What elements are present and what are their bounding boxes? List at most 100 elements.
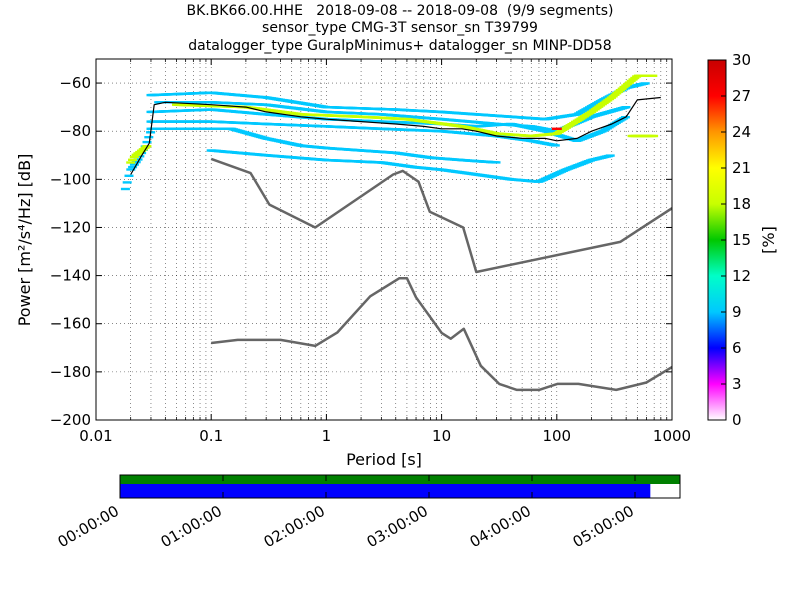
curve-nhnm [210,157,672,274]
heat-cell [142,140,152,144]
colorbar-tick-label: 0 [732,411,742,429]
colorbar-tick-label: 3 [732,375,742,393]
heat-cell [576,117,586,120]
title-line-1: BK.BK66.00.HHE 2018-09-08 -- 2018-09-08 … [186,3,614,19]
heat-cell [491,161,501,164]
heat-cell [628,78,638,81]
heat-cell [623,82,633,86]
data-bar [120,484,651,498]
heat-cell [122,181,132,184]
heat-cell [126,161,136,164]
colorbar-tick-label: 24 [732,123,751,141]
x-tick-label: 1 [322,427,332,445]
title-line-3: datalogger_type GuralpMinimus+ datalogge… [188,38,612,54]
colorbar: 0 3 6 9 12 15 18 21 24 27 30 [707,51,751,429]
heat-cell [608,95,618,98]
colorbar-tick-label: 15 [732,231,751,249]
heat-cell [640,82,650,85]
y-tick-label: −160 [50,315,91,333]
y-tick-label: −200 [50,411,91,429]
heat-cell [562,126,571,129]
title-line-2: sensor_type CMG-3T sensor_sn T39799 [262,20,538,36]
segments-bar [120,475,680,484]
heat-cell [605,154,615,157]
heat-cell [648,74,658,77]
heat-cell [569,121,579,125]
colorbar-tick-label: 27 [732,87,751,105]
x-tick-label: 10 [432,427,451,445]
heat-cell [601,100,611,103]
heat-cell [610,93,620,96]
heat-cell [128,158,137,161]
heat-cell [550,144,560,147]
colorbar-label: [%] [759,226,778,254]
time-tick-label: 00:00:00 [55,502,122,551]
heat-cell [590,108,600,111]
y-tick-label: −180 [50,363,91,381]
x-tick-label: 0.01 [79,427,112,445]
heat-cell [587,110,597,113]
curves [130,96,672,392]
heat-cell [621,84,631,87]
colorbar-tick-label: 12 [732,267,751,285]
colorbar-tick-label: 21 [732,159,751,177]
heat-cell [135,155,145,158]
heat-cell [126,168,136,171]
y-tick-label: −60 [59,74,91,92]
heat-cell [599,101,609,105]
x-axis-label: Period [s] [346,450,422,469]
availability-frame [119,474,681,499]
heatmap [120,74,659,191]
heat-cell [617,87,627,90]
heat-cell [592,106,602,110]
y-tick-label: −140 [50,267,91,285]
heat-cell [137,149,146,152]
x-tick-label: 100 [542,427,571,445]
heat-cell [131,153,141,156]
heat-cell [594,105,604,108]
y-axis-label: Power [m²/s⁴/Hz] [dB] [15,154,34,327]
plot-frame [95,58,673,421]
time-tick-label: 02:00:00 [261,502,328,551]
colorbar-tick-label: 6 [732,339,742,357]
heat-cell [621,106,631,109]
heat-cell [619,85,629,89]
curve-nlnm [211,276,672,392]
heat-cell [129,163,139,166]
y-tick-label: −120 [50,218,91,236]
heat-cell [597,102,607,106]
heat-cell [129,155,139,159]
availability-bar: 00:00:00 01:00:00 02:00:00 03:00:00 04:00:00… [55,474,681,551]
heat-cell [144,136,154,139]
heat-cell [624,81,634,84]
colorbar-tick-label: 9 [732,303,742,321]
heat-cell [133,152,143,155]
heat-cell [133,158,143,161]
colorbar-tick-label: 30 [732,51,751,69]
y-tick-label: −80 [59,122,91,140]
axes: 0.01 0.1 1 10 100 1000 −200 −180 −160 −140 −120 −10… [50,59,691,445]
x-tick-label: 1000 [653,427,691,445]
time-tick-label: 01:00:00 [158,502,225,551]
heat-cell [140,146,150,149]
time-tick-label: 04:00:00 [467,502,534,551]
heat-cell [120,187,130,191]
x-tick-label: 0.1 [199,427,223,445]
heat-cell [124,174,134,177]
y-tick-label: −100 [50,170,91,188]
heat-cell [606,96,616,99]
heat-cell-hot [551,127,562,130]
heat-cell [596,104,606,107]
heat-cell [135,150,145,154]
heat-cell [606,124,616,128]
heat-cell [138,148,148,151]
heat-cell [626,79,636,83]
time-tick-label: 05:00:00 [570,502,637,551]
time-tick-label: 03:00:00 [364,502,431,551]
heat-cell [128,165,138,169]
heat-cell [614,90,624,93]
heat-cell [612,92,622,95]
heat-cell [603,99,613,102]
heat-cell [649,134,659,138]
